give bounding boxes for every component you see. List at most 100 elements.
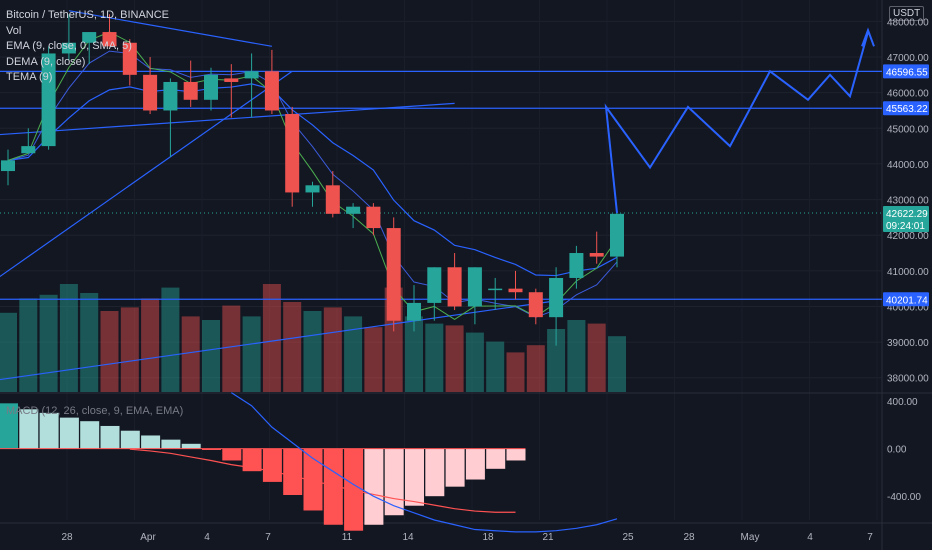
macd-tick-label: 400.00 (887, 397, 918, 408)
macd-histogram-bar (0, 403, 18, 449)
price-tag (883, 292, 929, 307)
volume-bar (526, 345, 545, 392)
macd-histogram-bar (19, 409, 39, 449)
volume-bar (202, 320, 220, 392)
macd-histogram-bar (384, 448, 404, 516)
price-tag-label: 40201.74 (886, 295, 928, 306)
legend-tema[interactable]: TEMA (9) (6, 71, 53, 83)
legend-vol[interactable]: Vol (6, 24, 22, 37)
macd-histogram-bar (283, 448, 303, 495)
time-tick-label: 11 (342, 532, 353, 543)
volume-bar (405, 316, 423, 392)
volume-bar (344, 316, 363, 392)
volume-bar (303, 311, 322, 392)
volume-bar (141, 298, 160, 392)
legend-title[interactable]: Bitcoin / TetherUS, 1D, BINANCE (6, 9, 170, 21)
candle-body (143, 74, 158, 111)
trend-line (0, 102, 455, 136)
time-tick-label: 7 (265, 532, 271, 543)
volume-bar (181, 316, 200, 392)
macd-histogram-bar (405, 448, 424, 506)
time-tick-label: 18 (482, 532, 494, 543)
candle-body (264, 71, 279, 111)
candle-body (183, 81, 198, 100)
time-tick-label: 7 (867, 532, 873, 543)
candle-body (244, 71, 259, 79)
time-tick-label: 25 (622, 532, 634, 543)
candle-body (407, 302, 421, 321)
candle-body (285, 114, 300, 193)
volume-bar (120, 307, 139, 392)
volume-bar (242, 316, 261, 392)
legend-macd[interactable]: MACD (12, 26, close, 9, EMA, EMA) (6, 405, 184, 417)
macd-histogram-bar (80, 421, 100, 449)
volume-bar (222, 305, 241, 392)
candle-body (41, 53, 56, 147)
trend-line (68, 10, 273, 47)
macd-tick-label: 0.00 (887, 445, 907, 456)
candle-body (61, 42, 76, 54)
dema-line (7, 50, 618, 318)
chart-legend: Bitcoin / TetherUS, 1D, BINANCE Vol EMA … (6, 8, 169, 86)
volume-bar (100, 311, 119, 392)
price-tick-label: 39000.00 (887, 338, 929, 349)
ema-line (7, 83, 618, 277)
price-tick-label: 41000.00 (887, 267, 929, 278)
macd-histogram-bar (364, 448, 384, 525)
candle-body (610, 213, 624, 257)
legend-dema[interactable]: DEMA (9, close) (6, 55, 86, 68)
price-tick-label: 44000.00 (887, 160, 929, 171)
projection-path (604, 31, 869, 214)
trend-line (0, 70, 293, 278)
legend-ema[interactable]: EMA (9, close, 0, SMA, 5) (6, 40, 132, 52)
volume-bar (587, 323, 606, 392)
candle-body (386, 228, 401, 321)
volume-bar (608, 336, 626, 392)
candle-body (224, 78, 239, 82)
price-tick-label: 42000.00 (887, 231, 929, 242)
projection-arrow (861, 27, 875, 47)
volume-bar (262, 284, 281, 392)
price-tick-label: 46000.00 (887, 89, 929, 100)
macd-histogram-bar (323, 448, 343, 525)
volume-bar (506, 352, 525, 392)
macd-histogram-bar (303, 448, 323, 511)
macd-histogram-bar (59, 417, 79, 449)
time-tick-label: May (741, 532, 760, 543)
candle-body (488, 288, 503, 291)
macd-histogram-bar (161, 439, 181, 449)
candle-body (1, 160, 15, 172)
macd-histogram-bar (141, 435, 161, 449)
price-tick-label: 48000.00 (887, 17, 929, 28)
time-tick-label: Apr (140, 532, 156, 543)
volume-bar (39, 294, 58, 392)
volume-bar (161, 287, 180, 392)
candle-body (325, 185, 340, 214)
candle-body (346, 206, 361, 214)
time-tick-label: 4 (204, 532, 210, 543)
candle-body (204, 74, 218, 100)
price-tick-label: 38000.00 (887, 374, 929, 385)
price-tag (883, 64, 929, 79)
candle-body (21, 146, 36, 154)
time-tick-label: 28 (683, 532, 695, 543)
volume-bar (425, 323, 444, 392)
macd-histogram-bar (39, 412, 59, 449)
candle-body (122, 42, 137, 75)
price-tag-label: 45563.22 (886, 104, 928, 115)
volume-bar (567, 320, 586, 392)
price-tick-label: 40000.00 (887, 302, 929, 313)
macd-histogram-bar (344, 448, 364, 531)
candle-body (528, 292, 543, 318)
currency-label[interactable]: USDT (889, 6, 925, 21)
volume-bar (547, 329, 566, 392)
time-tick-label: 14 (402, 532, 414, 543)
price-tick-label: 47000.00 (887, 53, 929, 64)
macd-signal-line (129, 448, 516, 513)
candle-body (163, 81, 178, 111)
macd-histogram-bar (486, 448, 506, 469)
price-tick-label: 43000.00 (887, 196, 929, 207)
volume-bar (283, 302, 302, 392)
macd-histogram-bar (425, 448, 445, 497)
